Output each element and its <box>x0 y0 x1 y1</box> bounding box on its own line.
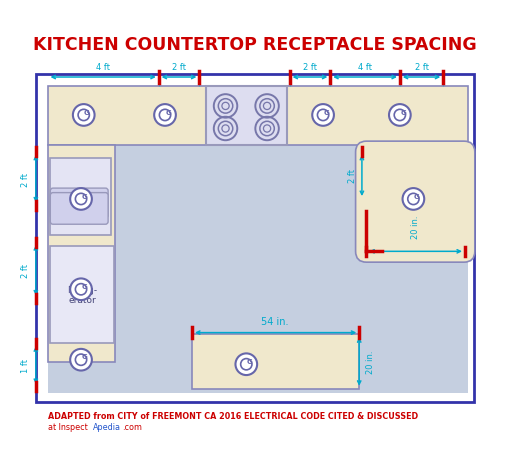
Circle shape <box>70 279 92 300</box>
Text: G: G <box>81 193 87 199</box>
Text: 2 ft: 2 ft <box>20 264 30 278</box>
Bar <box>48 87 468 393</box>
Text: G: G <box>323 110 329 115</box>
Circle shape <box>389 105 411 126</box>
Circle shape <box>403 189 424 210</box>
Bar <box>36 75 474 402</box>
Text: at Inspect: at Inspect <box>48 422 88 431</box>
Text: 54 in.: 54 in. <box>262 317 289 327</box>
Text: 1 ft: 1 ft <box>20 359 30 373</box>
Circle shape <box>70 189 92 210</box>
Bar <box>206 87 287 145</box>
Text: G: G <box>165 110 171 115</box>
Text: G: G <box>84 110 90 115</box>
Text: 2 ft: 2 ft <box>348 169 357 183</box>
Text: G: G <box>81 283 87 290</box>
Bar <box>48 87 468 145</box>
Bar <box>50 246 114 344</box>
Text: 20 in.: 20 in. <box>366 350 376 373</box>
Text: ADAPTED from CITY of FREEMONT CA 2016 ELECTRICAL CODE CITED & DISCUSSED: ADAPTED from CITY of FREEMONT CA 2016 EL… <box>48 411 418 420</box>
Text: G: G <box>247 358 252 364</box>
Text: G: G <box>81 354 87 359</box>
Text: Refrig-
erator: Refrig- erator <box>67 285 97 305</box>
Text: 2 ft: 2 ft <box>303 63 317 72</box>
Bar <box>50 159 111 235</box>
Circle shape <box>236 354 257 375</box>
FancyBboxPatch shape <box>50 189 108 218</box>
Text: 2 ft: 2 ft <box>172 63 186 72</box>
Bar <box>192 335 359 389</box>
Text: .com: .com <box>123 422 143 431</box>
Bar <box>48 145 116 362</box>
Text: 2 ft: 2 ft <box>414 63 429 72</box>
Circle shape <box>73 105 95 126</box>
Circle shape <box>70 349 92 371</box>
Text: G: G <box>400 110 406 115</box>
FancyBboxPatch shape <box>50 193 108 225</box>
Circle shape <box>312 105 334 126</box>
Circle shape <box>154 105 176 126</box>
Text: 2 ft: 2 ft <box>20 172 30 186</box>
Text: 4 ft: 4 ft <box>358 63 372 72</box>
Text: G: G <box>414 193 419 199</box>
Text: 20 in.: 20 in. <box>411 215 420 238</box>
Text: 4 ft: 4 ft <box>96 63 110 72</box>
FancyBboxPatch shape <box>356 142 475 262</box>
Text: KITCHEN COUNTERTOP RECEPTACLE SPACING: KITCHEN COUNTERTOP RECEPTACLE SPACING <box>33 36 476 53</box>
Text: Apedia: Apedia <box>93 422 121 431</box>
